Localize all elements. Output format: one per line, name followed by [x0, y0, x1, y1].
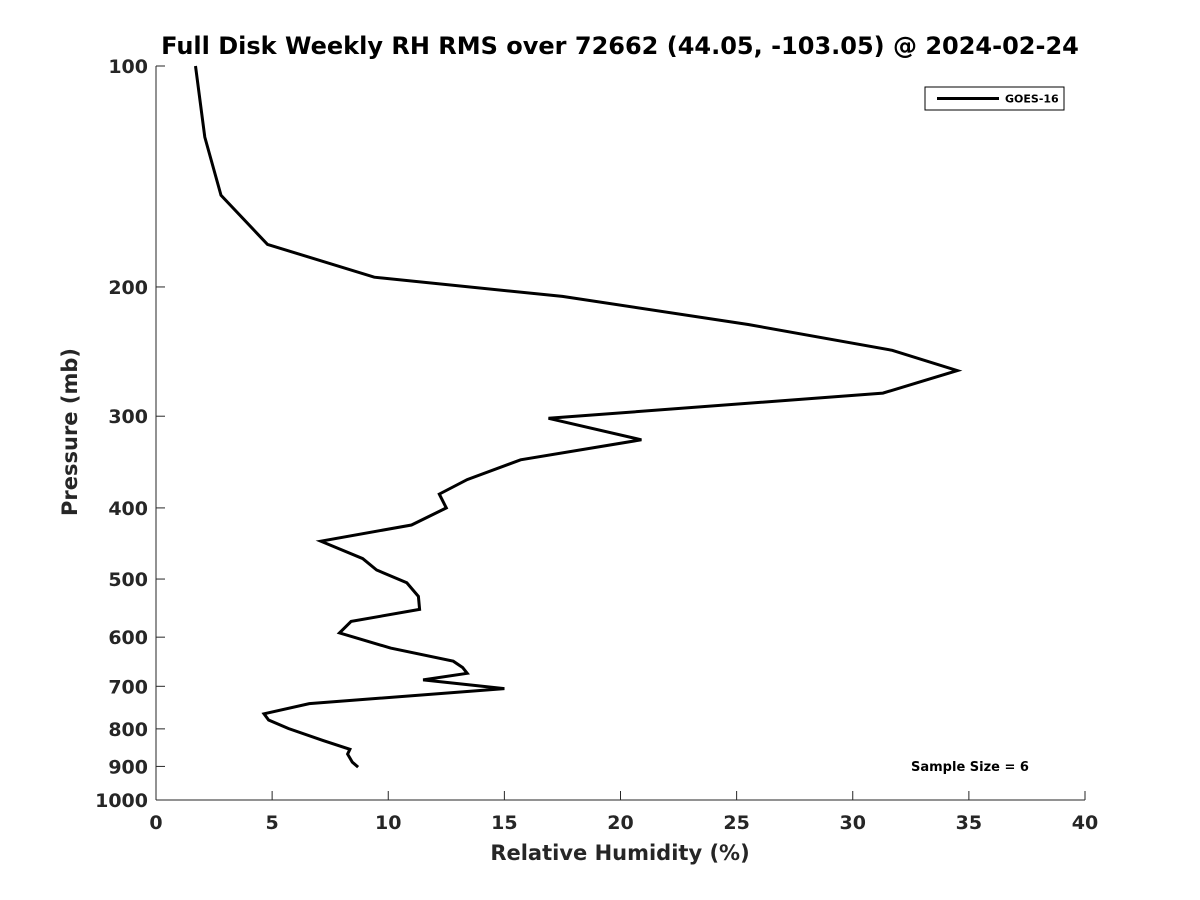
x-tick-label: 35 [956, 812, 982, 834]
x-tick-label: 0 [149, 812, 162, 834]
y-tick-label: 900 [108, 756, 148, 778]
x-tick-label: 40 [1072, 812, 1098, 834]
y-tick-label: 300 [108, 406, 148, 428]
x-axis-label: Relative Humidity (%) [490, 841, 749, 865]
x-tick-label: 15 [491, 812, 517, 834]
y-tick-label: 400 [108, 498, 148, 520]
axes: 0 5 10 15 20 25 30 35 40 100 200 300 400 500 600 700 800… [95, 56, 1098, 834]
x-tick-label: 10 [375, 812, 401, 834]
y-axis-label: Pressure (mb) [58, 348, 82, 516]
chart-title: Full Disk Weekly RH RMS over 72662 (44.0… [161, 32, 1079, 60]
legend: GOES-16 [924, 86, 1065, 111]
y-tick-label: 800 [108, 719, 148, 741]
y-tick-label: 600 [108, 627, 148, 649]
x-tick-label: 5 [266, 812, 279, 834]
y-tick-label: 500 [108, 569, 148, 591]
series-line-goes-16 [194, 65, 963, 769]
legend-label-goes-16: GOES-16 [1005, 93, 1059, 106]
x-tick-label: 30 [840, 812, 866, 834]
y-tick-label: 100 [108, 56, 148, 78]
sample-size-annotation: Sample Size = 6 [911, 760, 1029, 775]
x-tick-label: 20 [607, 812, 633, 834]
x-tick-label: 25 [723, 812, 749, 834]
plot-lines [194, 65, 963, 769]
y-tick-label: 1000 [95, 790, 148, 812]
y-tick-label: 200 [108, 277, 148, 299]
y-tick-label: 700 [108, 676, 148, 698]
